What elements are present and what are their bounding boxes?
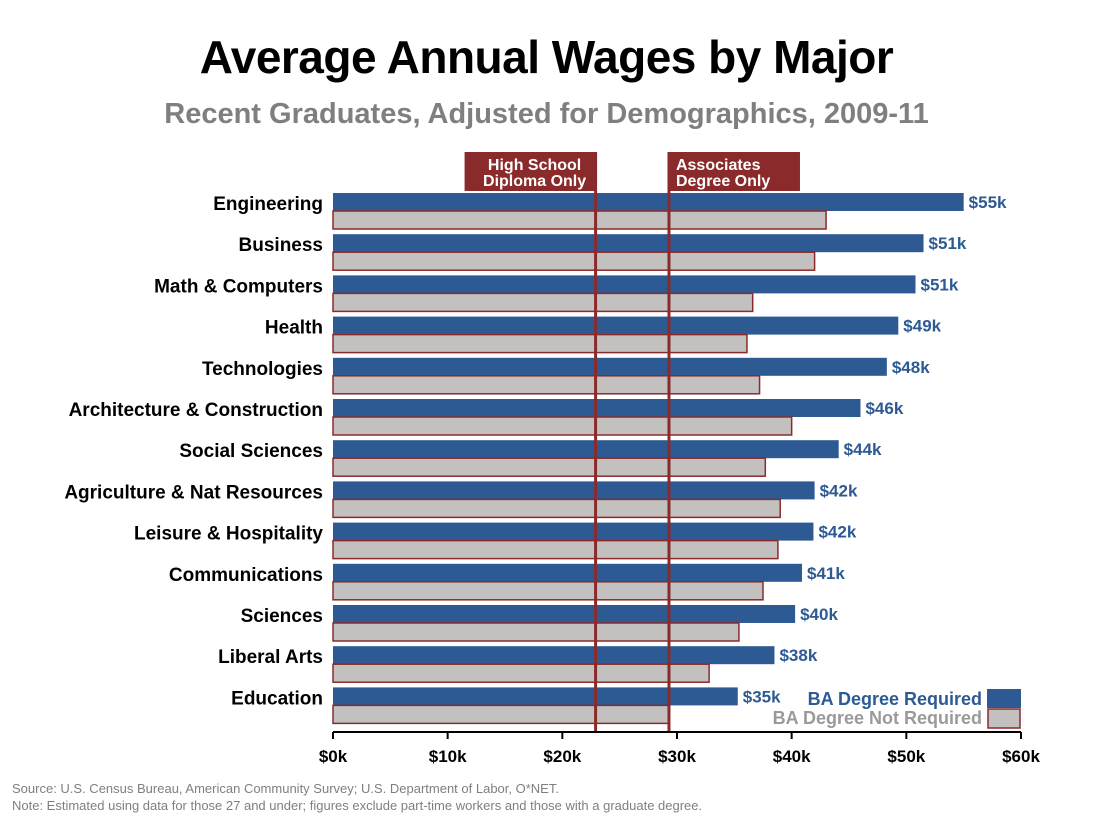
reference-label-text: Degree Only	[676, 173, 770, 190]
legend-swatch-ba-required	[987, 689, 1021, 708]
x-tick-label: $50k	[887, 747, 925, 766]
bar-ba-not-required	[332, 416, 793, 436]
bar-ba-not-required	[332, 581, 764, 601]
legend-swatch-ba-not-required	[987, 708, 1021, 729]
reference-label-text: Diploma Only	[483, 173, 586, 190]
bar-ba-required	[333, 193, 964, 211]
bar-chart: Engineering $55k Business $51k Math & Comput…	[64, 152, 1040, 766]
legend-label-ba-required: BA Degree Required	[808, 689, 982, 709]
x-tick-label: $30k	[658, 747, 696, 766]
category-label: Health	[265, 318, 323, 339]
category-label: Agriculture & Nat Resources	[64, 482, 323, 503]
bar-value-label: $46k	[865, 399, 903, 418]
chart-title: Average Annual Wages by Major	[199, 31, 894, 83]
category-label: Technologies	[202, 359, 323, 380]
bar-value-label: $48k	[892, 358, 930, 377]
bar-ba-not-required	[332, 292, 754, 313]
footnote: Source: U.S. Census Bureau, American Com…	[12, 780, 702, 814]
bar-value-label: $40k	[800, 605, 838, 624]
category-label: Leisure & Hospitality	[134, 524, 323, 545]
reference-label-text: High School	[488, 157, 581, 174]
x-tick-label: $20k	[543, 747, 581, 766]
bar-ba-required	[333, 646, 775, 665]
reference-label-text: Associates	[676, 157, 761, 174]
bar-ba-required	[333, 481, 815, 500]
source-note: Source: U.S. Census Bureau, American Com…	[12, 781, 559, 796]
bar-ba-not-required	[332, 333, 748, 354]
bar-ba-not-required	[332, 622, 740, 642]
bar-ba-not-required	[332, 251, 816, 271]
legend-label-ba-not-required: BA Degree Not Required	[773, 708, 982, 728]
bar-value-label: $41k	[807, 564, 845, 583]
bar-ba-required	[333, 316, 899, 335]
bar-value-label: $42k	[818, 523, 856, 542]
bar-ba-not-required	[332, 210, 827, 230]
category-label: Education	[231, 688, 323, 709]
reference-label-box	[667, 152, 800, 191]
bar-ba-required	[333, 605, 796, 623]
category-label: Math & Computers	[154, 276, 323, 297]
bar-ba-required	[333, 440, 839, 459]
bar-ba-required	[333, 522, 814, 541]
category-label: Business	[239, 235, 323, 256]
bar-ba-required	[333, 687, 738, 706]
methodology-note: Note: Estimated using data for those 27 …	[12, 798, 703, 813]
category-label: Engineering	[213, 194, 323, 215]
category-label: Sciences	[241, 606, 323, 627]
reference-label-box	[464, 152, 597, 191]
bar-ba-not-required	[332, 375, 761, 395]
bar-ba-not-required	[332, 704, 670, 725]
bar-value-label: $44k	[844, 440, 882, 459]
bar-ba-required	[333, 357, 887, 376]
x-tick-label: $0k	[319, 747, 348, 766]
x-tick-label: $10k	[429, 747, 467, 766]
chart-subtitle: Recent Graduates, Adjusted for Demograph…	[164, 98, 929, 130]
bar-ba-required	[333, 275, 916, 294]
bar-value-label: $35k	[743, 687, 781, 706]
bar-ba-not-required	[332, 663, 710, 683]
bar-ba-not-required	[332, 498, 781, 519]
bar-ba-not-required	[332, 457, 767, 477]
bar-value-label: $55k	[969, 193, 1007, 212]
x-tick-label: $60k	[1002, 747, 1040, 766]
category-label: Social Sciences	[179, 441, 323, 462]
bar-value-label: $51k	[929, 234, 967, 253]
bar-ba-required	[333, 563, 802, 582]
category-label: Liberal Arts	[218, 647, 323, 668]
bar-value-label: $51k	[921, 275, 959, 294]
category-label: Architecture & Construction	[69, 400, 323, 421]
bar-value-label: $38k	[779, 646, 817, 665]
category-label: Communications	[169, 565, 323, 586]
bar-value-label: $42k	[820, 481, 858, 500]
bar-ba-required	[333, 234, 924, 253]
x-tick-label: $40k	[773, 747, 811, 766]
bar-ba-not-required	[332, 539, 779, 560]
bar-value-label: $49k	[903, 317, 941, 336]
